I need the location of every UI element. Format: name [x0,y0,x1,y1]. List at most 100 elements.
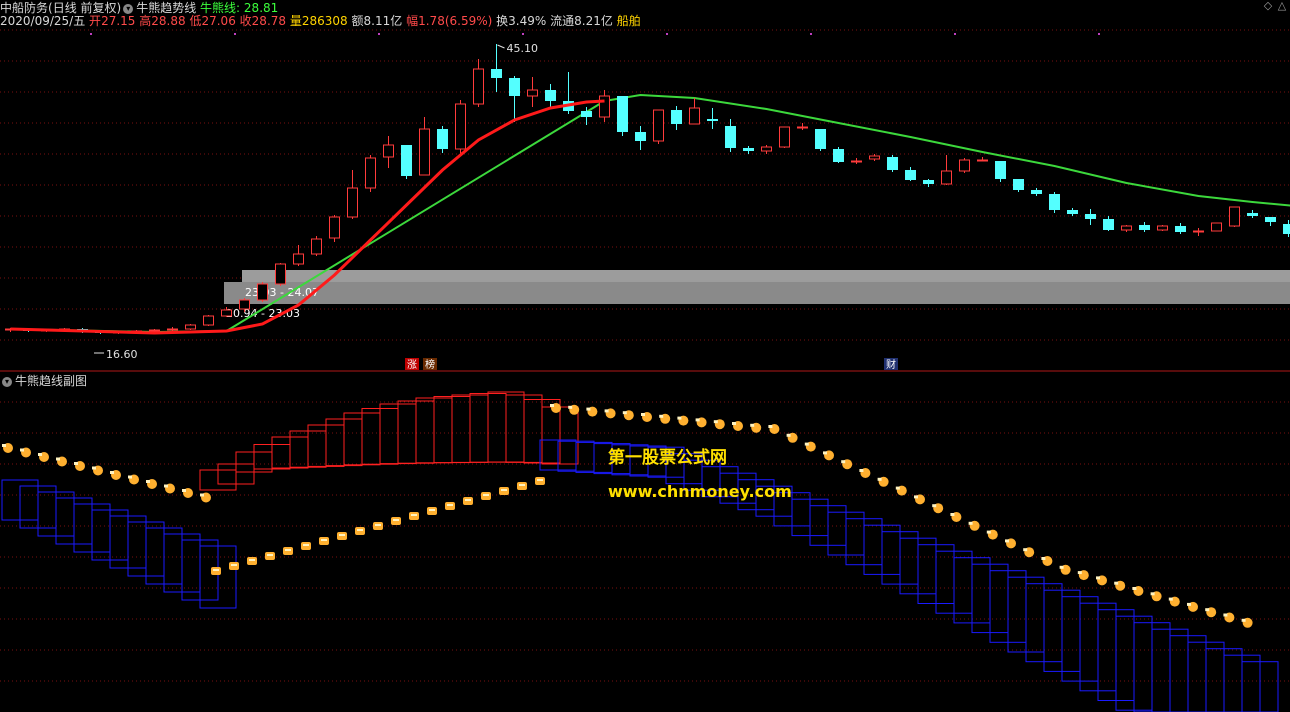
bull-line-label: 牛熊线: [200,1,241,15]
hand-icon-finger [586,407,591,411]
hand-icon-finger [877,477,882,481]
candle-body [1175,226,1186,232]
sector-tag[interactable]: 船舶 [616,14,641,28]
candle [545,84,556,107]
hand-icon-finger [1059,565,1064,569]
candle-body [239,299,250,310]
hand-icon-finger [568,405,573,409]
candle-body [1265,217,1276,222]
chart-mode[interactable]: (日线 前复权) [48,1,122,15]
hand-icon [622,410,634,421]
flag-icon-mark [411,514,417,516]
diamond-icon[interactable]: △ [1277,0,1287,12]
event-badge [423,358,437,370]
candle [977,157,988,162]
candle [671,106,682,130]
flag-icon [319,537,329,545]
candle-body [527,89,538,97]
open-value: 27.15 [101,14,136,28]
hand-icon [74,461,85,471]
stock-name[interactable]: 中船防务 [0,1,49,15]
change-label: 幅 [406,14,419,28]
hand-icon [895,485,907,496]
candle [491,44,502,92]
hand-icon-finger [164,484,168,488]
hand-icon [110,470,121,480]
price-band [242,270,1290,282]
hand-icon [1096,575,1107,586]
hand-icon-finger [110,471,114,474]
flag-icon-mark [483,494,489,496]
candle [311,236,322,256]
flag-icon-mark [519,484,525,486]
hand-icon-finger [986,530,991,534]
hand-icon-finger [841,460,846,464]
hand-icon-finger [823,451,827,455]
flag-icon [337,532,347,540]
hand-icon-finger [641,413,645,416]
lower-box [1223,654,1261,712]
flag-icon-mark [393,519,399,521]
sub-chart-name[interactable]: 牛熊趋线副图 [15,374,88,388]
candle-body [1031,190,1042,194]
indicator-name[interactable]: 牛熊趋势线 [136,1,197,15]
candle [995,161,1006,182]
dropdown-icon[interactable]: ▾ [2,376,12,387]
candle-body [311,238,322,255]
hand-icon-finger [56,457,60,461]
hand-icon [1114,580,1126,591]
hand-icon [56,456,67,467]
candle-body [257,283,268,301]
flag-icon [517,482,527,490]
dropdown-icon[interactable]: ▾ [123,3,134,14]
candle-body [743,148,754,151]
candle-body [617,96,628,132]
candle-body [275,263,286,285]
candle-body [707,119,718,121]
hand-icon [914,494,925,505]
low-label: 低 [189,14,202,28]
candle [653,109,664,144]
watermark-title: 第一股票公式网 [608,447,727,468]
hand-icon [550,403,561,413]
hand-icon-finger [695,418,700,422]
hand-icon-finger [146,480,150,483]
candle-body [887,157,898,170]
flag-icon-mark [303,544,309,546]
candle-body [851,160,862,163]
flag-icon [391,517,401,525]
candle-body [653,109,664,142]
candle-body [1103,219,1114,230]
quote-date: 2020/09/25/五 [0,14,86,28]
candle [365,155,376,192]
candle-body [1157,225,1168,231]
candle-body [293,253,304,265]
candle [401,145,412,179]
candle-body [1211,222,1222,232]
candle-body [1247,213,1258,216]
hand-icon-finger [92,466,96,470]
hand-icon-finger [38,453,42,456]
flag-icon-mark [267,554,273,556]
low-value: 27.06 [201,14,236,28]
candle [1031,188,1042,196]
flag-icon [229,562,239,570]
hand-icon [877,476,889,487]
flag-icon-mark [339,534,345,536]
candle-body [959,159,970,172]
candle [239,298,250,312]
hand-icon-finger [182,489,186,492]
candle-body [1139,225,1150,230]
hand-icon [677,415,689,426]
hand-icon-finger [859,469,864,472]
hand-icon-finger [968,521,973,525]
candle-body [419,128,430,176]
up-icon[interactable]: ◇ [1263,0,1273,12]
candle-body [347,187,358,218]
candle [203,315,214,326]
max-pointer [497,44,505,49]
candle-body [203,315,214,326]
hand-icon [128,474,139,485]
candle [887,155,898,172]
